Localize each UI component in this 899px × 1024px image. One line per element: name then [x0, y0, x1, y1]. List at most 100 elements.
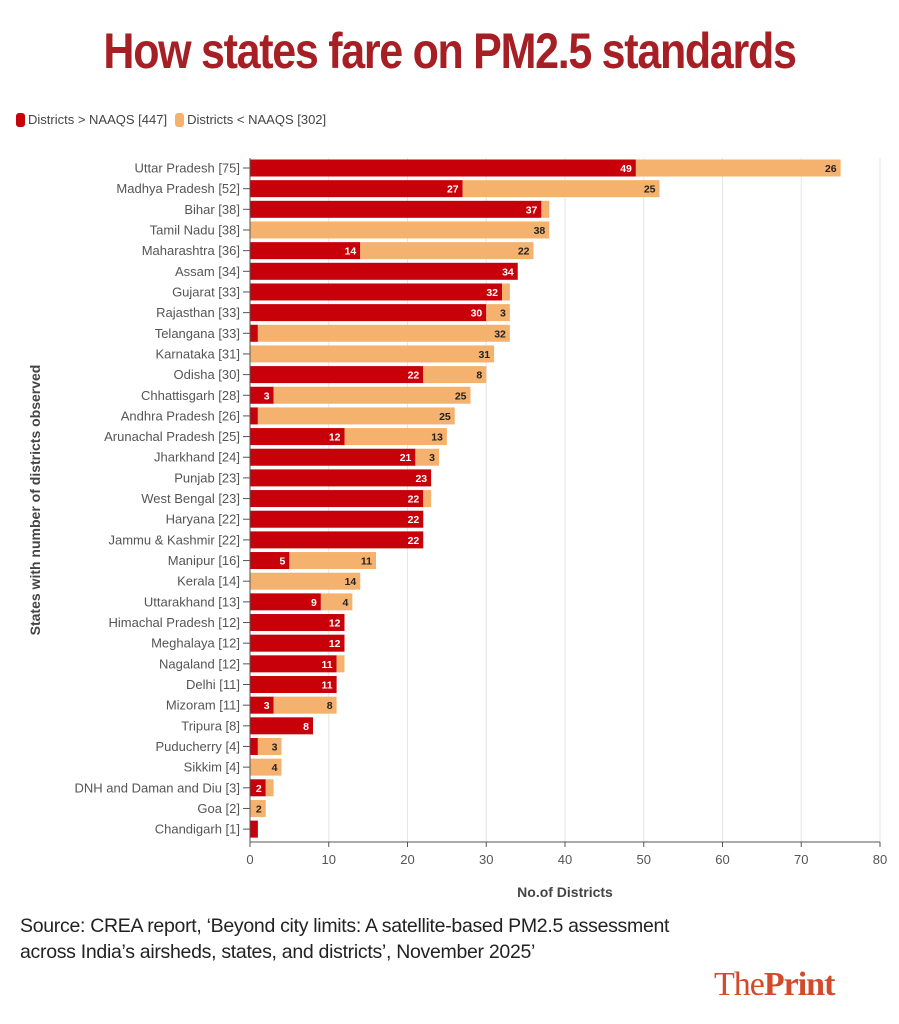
bar-above-naaqs — [250, 407, 258, 425]
data-label: 2 — [256, 803, 262, 815]
bar-above-naaqs — [250, 593, 321, 611]
data-label: 37 — [526, 204, 538, 216]
bar-below-naaqs — [462, 180, 660, 198]
data-label: 22 — [408, 494, 420, 506]
data-label: 3 — [500, 308, 506, 320]
legend-item-below: Districts < NAAQS [302] — [175, 112, 326, 127]
data-label: 12 — [329, 432, 341, 444]
bar-above-naaqs — [250, 262, 518, 280]
x-tick-label: 50 — [637, 852, 651, 867]
data-label: 25 — [455, 390, 467, 402]
bar-above-naaqs — [250, 324, 258, 342]
data-label: 8 — [476, 370, 482, 382]
bar-above-naaqs — [250, 614, 345, 632]
bar-below-naaqs — [502, 283, 510, 301]
bar-below-naaqs — [415, 448, 439, 466]
y-tick-label: Tripura [8] — [181, 718, 240, 733]
bar-above-naaqs — [250, 159, 636, 177]
data-label: 3 — [272, 741, 278, 753]
data-label: 49 — [620, 163, 632, 175]
data-label: 4 — [272, 762, 278, 774]
y-tick-label: Uttarakhand [13] — [144, 594, 240, 609]
bar-above-naaqs — [250, 366, 424, 384]
bar-below-naaqs — [257, 324, 510, 342]
data-label: 21 — [400, 452, 412, 464]
theprint-logo: ThePrint — [714, 966, 836, 1004]
x-tick-label: 10 — [322, 852, 336, 867]
data-label: 8 — [327, 700, 333, 712]
data-label: 3 — [264, 700, 270, 712]
y-tick-label: Manipur [16] — [168, 553, 240, 568]
y-tick-label: Sikkim [4] — [184, 760, 240, 775]
bar-below-naaqs — [250, 345, 495, 363]
bar-above-naaqs — [250, 180, 463, 198]
data-label: 8 — [303, 721, 309, 733]
x-tick-label: 20 — [400, 852, 414, 867]
bar-above-naaqs — [250, 386, 274, 404]
y-tick-label: Haryana [22] — [166, 512, 240, 527]
bar-below-naaqs — [257, 407, 455, 425]
bar-above-naaqs — [250, 510, 424, 528]
data-label: 23 — [415, 473, 427, 485]
x-tick-label: 0 — [246, 852, 253, 867]
x-tick-label: 80 — [873, 852, 887, 867]
data-label: 13 — [431, 432, 443, 444]
data-label: 22 — [408, 514, 420, 526]
x-tick-label: 70 — [794, 852, 808, 867]
y-tick-label: Goa [2] — [197, 801, 240, 816]
bar-below-naaqs — [423, 366, 487, 384]
y-tick-label: Mizoram [11] — [166, 698, 240, 713]
y-tick-label: Puducherry [4] — [155, 739, 240, 754]
data-label: 5 — [280, 556, 286, 568]
data-label: 38 — [534, 225, 546, 237]
bar-below-naaqs — [250, 758, 282, 776]
y-tick-label: Kerala [14] — [177, 574, 240, 589]
x-tick-label: 30 — [479, 852, 493, 867]
bar-above-naaqs — [250, 531, 424, 549]
bar-below-naaqs — [344, 428, 447, 446]
bar-below-naaqs — [423, 490, 432, 508]
bar-below-naaqs — [289, 552, 376, 570]
data-label: 22 — [518, 246, 530, 258]
data-label: 12 — [329, 618, 341, 630]
x-axis-title: No.of Districts — [517, 884, 613, 900]
data-label: 4 — [343, 597, 349, 609]
y-tick-label: Telangana [33] — [155, 326, 240, 341]
y-tick-label: DNH and Daman and Diu [3] — [75, 780, 240, 795]
bar-below-naaqs — [320, 593, 353, 611]
bar-below-naaqs — [265, 779, 274, 797]
logo-part2: Print — [763, 966, 836, 1003]
y-tick-label: Meghalaya [12] — [151, 636, 240, 651]
y-tick-label: Rajasthan [33] — [156, 305, 240, 320]
data-label: 11 — [322, 680, 333, 692]
bar-below-naaqs — [635, 159, 841, 177]
legend: Districts > NAAQS [447] Districts < NAAQ… — [16, 112, 326, 127]
legend-item-above: Districts > NAAQS [447] — [16, 112, 167, 127]
bar-above-naaqs — [250, 448, 416, 466]
y-tick-label: Assam [34] — [175, 264, 240, 279]
y-tick-label: Chhattisgarh [28] — [141, 388, 240, 403]
bar-above-naaqs — [250, 676, 337, 693]
bar-above-naaqs — [250, 428, 345, 446]
data-label: 9 — [311, 597, 317, 609]
data-label: 25 — [439, 411, 451, 423]
bar-above-naaqs — [250, 283, 502, 301]
y-tick-label: Jharkhand [24] — [154, 450, 240, 465]
data-label: 30 — [471, 308, 483, 320]
y-tick-label: Nagaland [12] — [159, 656, 240, 671]
y-tick-label: Delhi [11] — [186, 677, 240, 692]
x-tick-label: 60 — [715, 852, 729, 867]
data-label: 32 — [494, 328, 506, 340]
data-label: 25 — [644, 184, 656, 196]
bar-below-naaqs — [250, 799, 266, 817]
bar-below-naaqs — [250, 572, 361, 590]
data-label: 11 — [361, 556, 372, 568]
data-label: 27 — [447, 184, 459, 196]
y-tick-label: Himachal Pradesh [12] — [108, 615, 240, 630]
y-tick-label: Bihar [38] — [184, 202, 240, 217]
bar-above-naaqs — [250, 242, 361, 260]
y-tick-label: West Bengal [23] — [141, 491, 240, 506]
y-tick-label: Punjab [23] — [174, 470, 240, 485]
legend-swatch-below — [175, 112, 185, 127]
bar-above-naaqs — [250, 779, 266, 797]
